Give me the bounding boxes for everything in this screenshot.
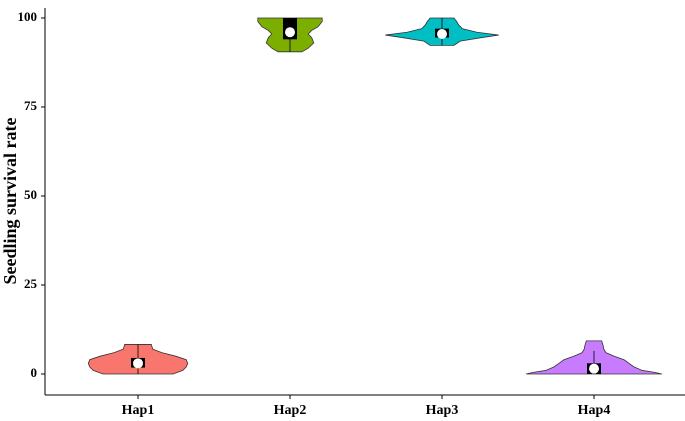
- median-dot: [437, 28, 447, 39]
- y-tick-label: 25: [24, 276, 38, 291]
- median-dot: [589, 363, 599, 374]
- y-tick-label: 50: [24, 187, 37, 202]
- y-axis-label: Seedling survival rate: [0, 117, 20, 284]
- median-dot: [285, 27, 295, 38]
- median-dot: [133, 358, 143, 369]
- x-tick-label: Hap4: [578, 403, 611, 418]
- x-tick-label: Hap3: [426, 403, 459, 418]
- x-tick-label: Hap1: [122, 403, 155, 418]
- y-tick-label: 100: [18, 9, 38, 24]
- y-tick-label: 0: [31, 365, 38, 380]
- x-tick-label: Hap2: [274, 403, 307, 418]
- y-tick-label: 75: [24, 98, 38, 113]
